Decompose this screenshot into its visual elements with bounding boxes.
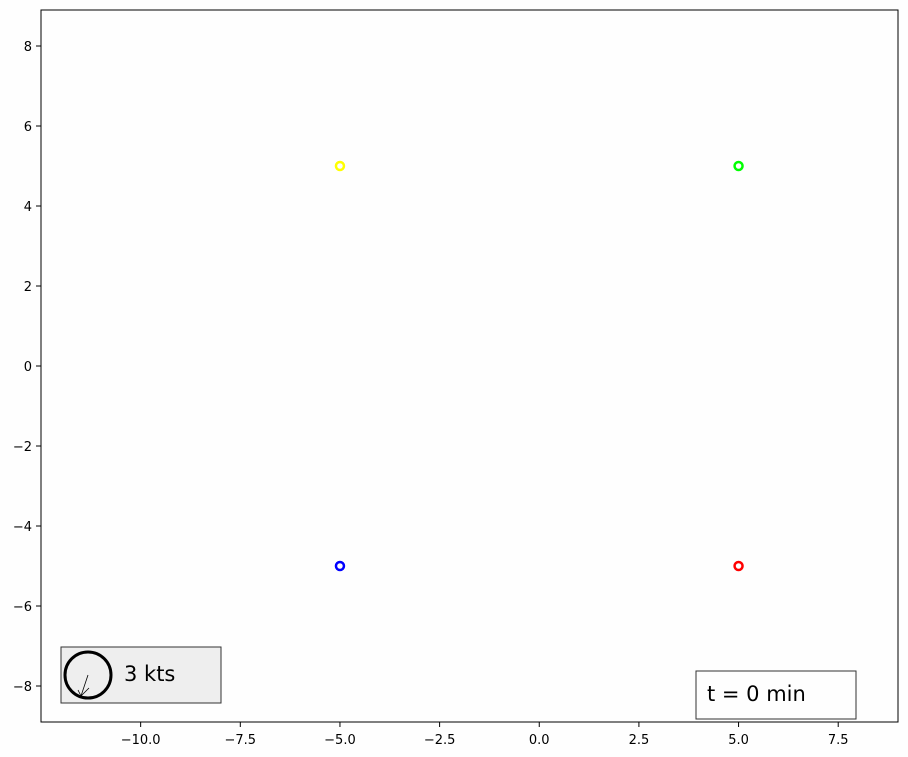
y-tick-label: −4 [13, 520, 32, 535]
plot-area [40, 9, 899, 723]
x-tick-label: 2.5 [629, 733, 650, 748]
x-tick-label: −5.0 [324, 733, 356, 748]
x-tick-label: 5.0 [728, 733, 749, 748]
y-axis: 8 6 4 2 0 −2 −4 −6 −8 [13, 40, 41, 695]
x-tick-label: 0.0 [529, 733, 550, 748]
time-label: t = 0 min [707, 682, 806, 706]
y-tick-label: 4 [24, 200, 32, 215]
scatter-point [334, 160, 346, 172]
scatter-point [334, 560, 346, 572]
time-legend: t = 0 min [695, 670, 857, 720]
scatter-point [733, 160, 744, 172]
y-tick-label: 0 [24, 360, 32, 375]
x-tick-label: 7.5 [828, 733, 849, 748]
wind-legend: 3 kts [60, 646, 222, 704]
wind-arrowhead-icon [77, 687, 90, 697]
wind-compass-icon [63, 650, 113, 700]
y-tick-label: 6 [24, 120, 32, 135]
time-label-box [695, 670, 857, 720]
y-tick-label: 8 [24, 40, 32, 55]
x-tick-label: −10.0 [121, 733, 161, 748]
scatter-point [733, 560, 744, 572]
y-tick-label: 2 [24, 280, 32, 295]
y-tick-label: −8 [13, 680, 32, 695]
x-tick-label: −2.5 [424, 733, 456, 748]
wind-speed-label: 3 kts [124, 662, 175, 686]
x-axis: −10.0 −7.5 −5.0 −2.5 0.0 2.5 5.0 7.5 [121, 722, 849, 748]
y-tick-label: −6 [13, 600, 32, 615]
x-tick-label: −7.5 [225, 733, 257, 748]
wind-arrow-icon [80, 674, 89, 697]
scatter-series [334, 160, 744, 572]
y-tick-label: −2 [13, 440, 32, 455]
